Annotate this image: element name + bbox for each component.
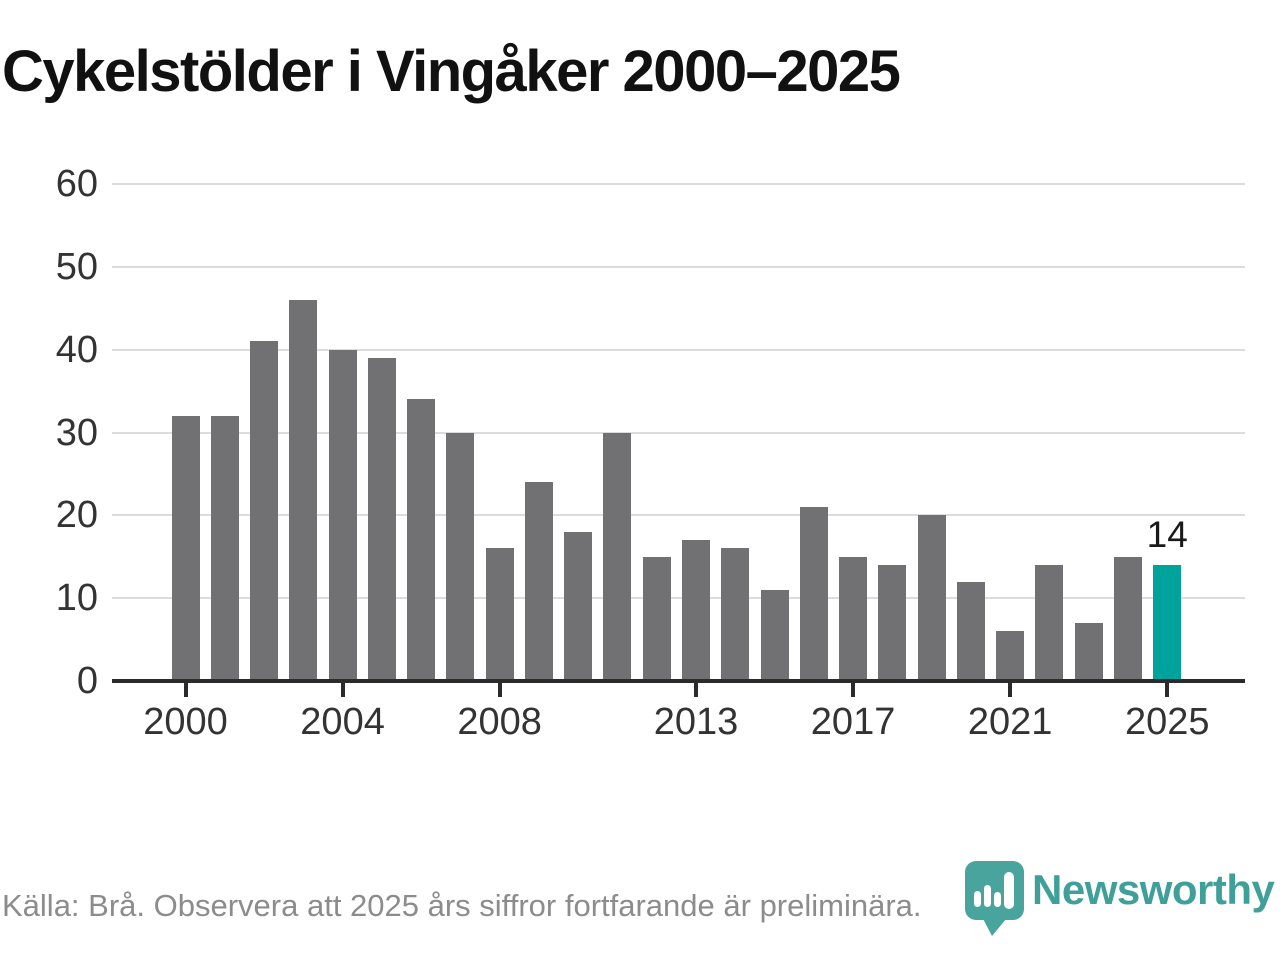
source-note: Källa: Brå. Observera att 2025 års siffr… — [2, 888, 922, 923]
bar-2015 — [760, 589, 789, 681]
bar-2022 — [1035, 565, 1064, 681]
highlight-value-label: 14 — [1146, 514, 1188, 556]
x-axis-tick-2004 — [340, 681, 345, 697]
gridline-y10 — [112, 597, 1245, 600]
gridline-y40 — [112, 348, 1245, 351]
gridline-y30 — [112, 431, 1245, 434]
x-axis-tick-label-2025: 2025 — [1124, 701, 1210, 743]
bar-2007 — [446, 432, 475, 681]
gridline-y60 — [112, 183, 1245, 185]
x-axis-tick-label-2000: 2000 — [143, 701, 228, 743]
bar-2004 — [328, 349, 357, 681]
bar-2018 — [878, 565, 907, 681]
y-axis-tick-label: 30 — [55, 411, 98, 454]
y-axis-tick-label: 10 — [55, 577, 98, 620]
bar-2009 — [524, 482, 553, 681]
bar-2003 — [289, 299, 318, 681]
bar-2001 — [210, 415, 239, 681]
bar-2006 — [407, 399, 436, 681]
bar-2014 — [721, 548, 750, 681]
x-axis-line — [112, 679, 1245, 683]
gridline-y20 — [112, 514, 1245, 517]
x-axis-tick-2021 — [1008, 681, 1013, 697]
y-axis-tick-label: 60 — [55, 163, 98, 205]
x-axis-tick-2025 — [1165, 681, 1170, 697]
bar-2008 — [485, 548, 514, 681]
gridline-y50 — [112, 265, 1245, 268]
y-axis-tick-label: 0 — [76, 660, 98, 702]
bar-2002 — [250, 341, 279, 681]
x-axis-tick-2008 — [497, 681, 502, 697]
bar-2025 — [1153, 565, 1182, 681]
x-axis-tick-2000 — [183, 681, 188, 697]
bar-2020 — [956, 581, 985, 681]
bar-2013 — [682, 540, 710, 681]
bar-2000 — [171, 415, 200, 681]
bar-2021 — [996, 631, 1025, 681]
x-axis-tick-label-2021: 2021 — [967, 701, 1053, 743]
chart-title: Cykelstölder i Vingåker 2000–2025 — [2, 39, 901, 104]
bar-2016 — [799, 507, 828, 681]
x-axis-tick-label-2017: 2017 — [810, 701, 896, 743]
x-axis-tick-label-2008: 2008 — [457, 701, 542, 743]
y-axis-tick-label: 20 — [55, 494, 98, 537]
bar-2019 — [917, 515, 946, 681]
x-axis-tick-2017 — [851, 681, 856, 697]
bar-2024 — [1113, 556, 1142, 681]
bar-2023 — [1074, 623, 1103, 681]
newsworthy-logo: Newsworthy — [965, 861, 1275, 937]
bar-2011 — [603, 432, 632, 681]
newsworthy-logo-text: Newsworthy — [1032, 866, 1275, 913]
bar-2012 — [642, 556, 671, 681]
x-axis-tick-2013 — [694, 681, 698, 697]
bar-2017 — [839, 556, 868, 681]
y-axis-tick-label: 40 — [55, 328, 98, 371]
x-axis-tick-label-2013: 2013 — [653, 701, 739, 743]
y-axis-tick-label: 50 — [55, 245, 98, 288]
newsworthy-pin-barchart-icon — [965, 861, 1024, 936]
bar-2010 — [564, 531, 593, 681]
bar-2005 — [367, 357, 396, 681]
x-axis-tick-label-2004: 2004 — [300, 701, 385, 743]
